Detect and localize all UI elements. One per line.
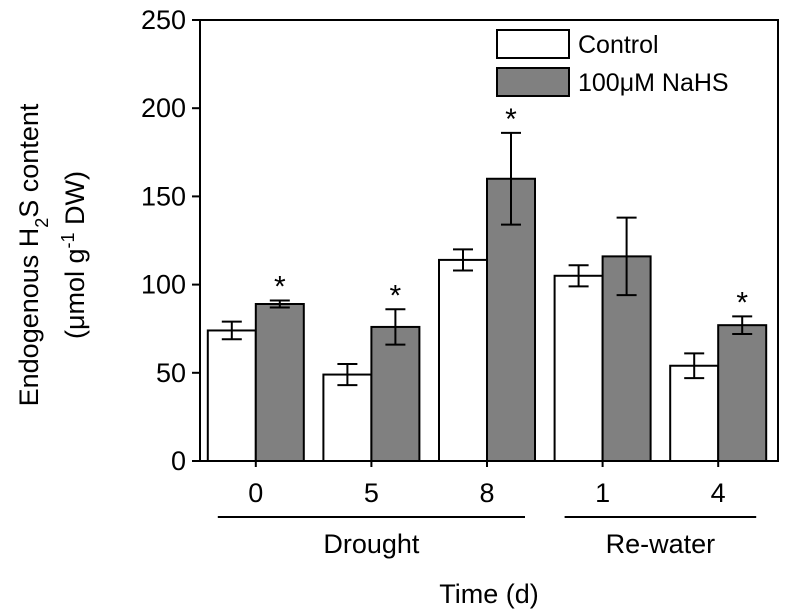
bar-control-2	[438, 258, 488, 462]
y-unit-part2: DW)	[60, 171, 90, 232]
x-axis-title: Time (d)	[439, 579, 539, 609]
y-title-part1: Endogenous H	[14, 228, 44, 407]
significance-star-1: *	[390, 279, 402, 312]
bars-layer: * * * *	[206, 103, 768, 462]
group-label-re-water: Re-water	[606, 529, 716, 559]
y-tick-label-200: 200	[141, 93, 186, 123]
bar-nahs-0	[254, 303, 305, 462]
y-tick-label-50: 50	[156, 358, 186, 388]
y-tick-label-100: 100	[141, 270, 186, 300]
significance-star-0: *	[274, 270, 286, 303]
y-axis-ticks: 0 50 100 150 200 250	[141, 5, 200, 476]
legend-label-nahs: 100μM NaHS	[578, 69, 729, 97]
legend-swatch-nahs	[496, 67, 570, 97]
group-labels: Drought Re-water	[217, 516, 757, 559]
x-axis-labels: 0 5 8 1 4	[248, 461, 726, 508]
y-title-subscript: 2	[32, 218, 52, 228]
bar-control-4	[669, 364, 720, 462]
y-axis-title: Endogenous H2S content	[14, 103, 52, 406]
bar-nahs-1	[370, 325, 421, 462]
bar-control-0	[206, 329, 257, 462]
x-tick-label-0: 0	[248, 478, 263, 508]
x-tick-label-3: 1	[595, 478, 610, 508]
legend: Control 100μM NaHS	[496, 29, 729, 97]
svg-text:Endogenous H2S content: Endogenous H2S content	[14, 103, 52, 406]
x-tick-label-1: 5	[364, 478, 379, 508]
group-label-drought: Drought	[323, 529, 420, 559]
significance-star-4: *	[736, 286, 748, 319]
y-tick-label-150: 150	[141, 181, 186, 211]
y-tick-label-250: 250	[141, 5, 186, 35]
y-title-part2: S content	[14, 103, 44, 218]
bar-control-3	[553, 274, 604, 462]
y-unit-part1: (μmol g	[60, 248, 90, 339]
y-tick-label-0: 0	[171, 446, 186, 476]
y-axis-unit: (μmol g-1 DW)	[58, 171, 90, 339]
bar-control-1	[322, 373, 373, 462]
y-unit-superscript: -1	[58, 232, 78, 248]
svg-text:(μmol g-1 DW): (μmol g-1 DW)	[58, 171, 90, 339]
legend-swatch-control	[496, 29, 570, 59]
legend-label-control: Control	[578, 31, 659, 59]
significance-star-2: *	[505, 103, 517, 136]
x-tick-label-4: 4	[711, 478, 726, 508]
x-tick-label-2: 8	[479, 478, 494, 508]
bar-nahs-4	[717, 324, 768, 462]
